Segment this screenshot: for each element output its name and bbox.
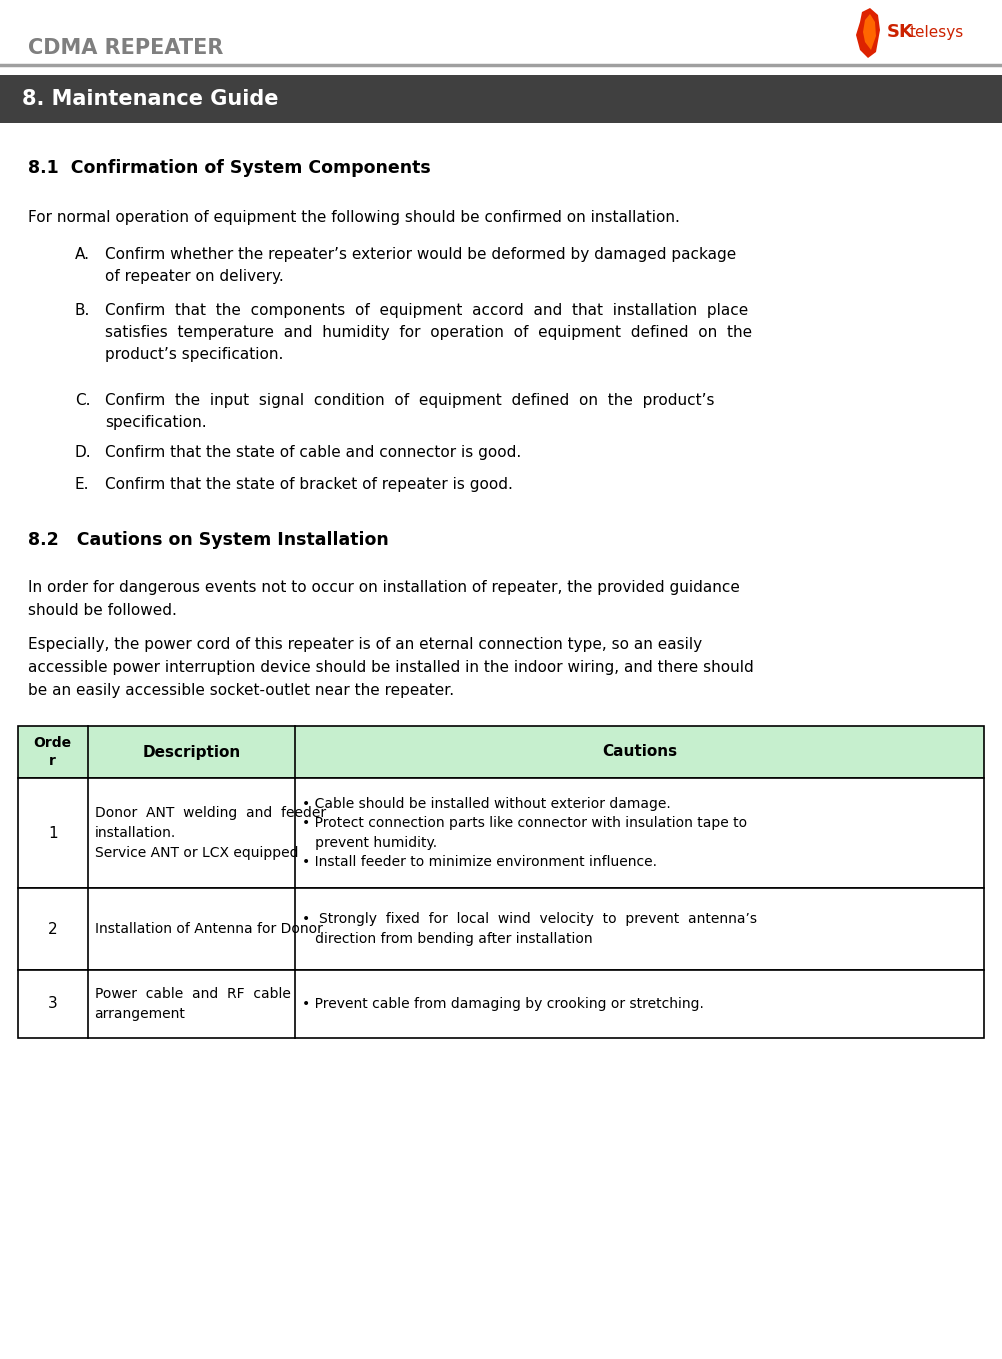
Text: 1: 1	[48, 825, 57, 840]
Text: CDMA REPEATER: CDMA REPEATER	[28, 38, 223, 58]
Text: Confirm whether the repeater’s exterior would be deformed by damaged package
of : Confirm whether the repeater’s exterior …	[105, 247, 736, 284]
Bar	[0, 75, 1002, 124]
Text: For normal operation of equipment the following should be confirmed on installat: For normal operation of equipment the fo…	[28, 211, 680, 226]
Text: Description: Description	[142, 745, 240, 760]
Bar	[18, 887, 984, 970]
Text: 8.2   Cautions on System Installation: 8.2 Cautions on System Installation	[28, 531, 389, 549]
Text: A.: A.	[75, 247, 90, 262]
Bar	[18, 777, 984, 887]
Text: Confirm that the state of cable and connector is good.: Confirm that the state of cable and conn…	[105, 444, 521, 459]
Text: be an easily accessible socket-outlet near the repeater.: be an easily accessible socket-outlet ne…	[28, 684, 454, 699]
Text: 8. Maintenance Guide: 8. Maintenance Guide	[22, 88, 279, 109]
Polygon shape	[863, 14, 876, 50]
Text: B.: B.	[75, 303, 90, 318]
Text: Especially, the power cord of this repeater is of an eternal connection type, so: Especially, the power cord of this repea…	[28, 637, 702, 652]
Text: Orde
r: Orde r	[34, 737, 72, 768]
Text: Donor  ANT  welding  and  feeder
installation.
Service ANT or LCX equipped: Donor ANT welding and feeder installatio…	[94, 806, 326, 859]
Text: D.: D.	[75, 444, 91, 459]
Text: 8.1  Confirmation of System Components: 8.1 Confirmation of System Components	[28, 159, 431, 177]
Text: • Prevent cable from damaging by crooking or stretching.: • Prevent cable from damaging by crookin…	[303, 998, 704, 1011]
Text: Confirm  that  the  components  of  equipment  accord  and  that  installation  : Confirm that the components of equipment…	[105, 303, 753, 363]
Text: E.: E.	[75, 477, 89, 492]
Text: Cautions: Cautions	[602, 745, 677, 760]
Polygon shape	[856, 8, 880, 58]
Text: Confirm that the state of bracket of repeater is good.: Confirm that the state of bracket of rep…	[105, 477, 513, 492]
Text: C.: C.	[75, 393, 90, 408]
Text: Confirm  the  input  signal  condition  of  equipment  defined  on  the  product: Confirm the input signal condition of eq…	[105, 393, 714, 431]
Text: •  Strongly  fixed  for  local  wind  velocity  to  prevent  antenna’s
   direct: • Strongly fixed for local wind velocity…	[303, 912, 758, 946]
Text: In order for dangerous events not to occur on installation of repeater, the prov: In order for dangerous events not to occ…	[28, 580, 739, 595]
Text: Installation of Antenna for Donor: Installation of Antenna for Donor	[94, 921, 323, 936]
Text: telesys: telesys	[910, 24, 964, 39]
Bar	[18, 726, 984, 777]
Text: accessible power interruption device should be installed in the indoor wiring, a: accessible power interruption device sho…	[28, 660, 754, 675]
Bar	[18, 970, 984, 1038]
Text: SK: SK	[887, 23, 914, 41]
Text: 2: 2	[48, 921, 57, 936]
Text: should be followed.: should be followed.	[28, 603, 177, 618]
Text: • Cable should be installed without exterior damage.
• Protect connection parts : • Cable should be installed without exte…	[303, 796, 747, 870]
Text: 3: 3	[48, 996, 58, 1011]
Text: Power  cable  and  RF  cable
arrangement: Power cable and RF cable arrangement	[94, 987, 291, 1021]
